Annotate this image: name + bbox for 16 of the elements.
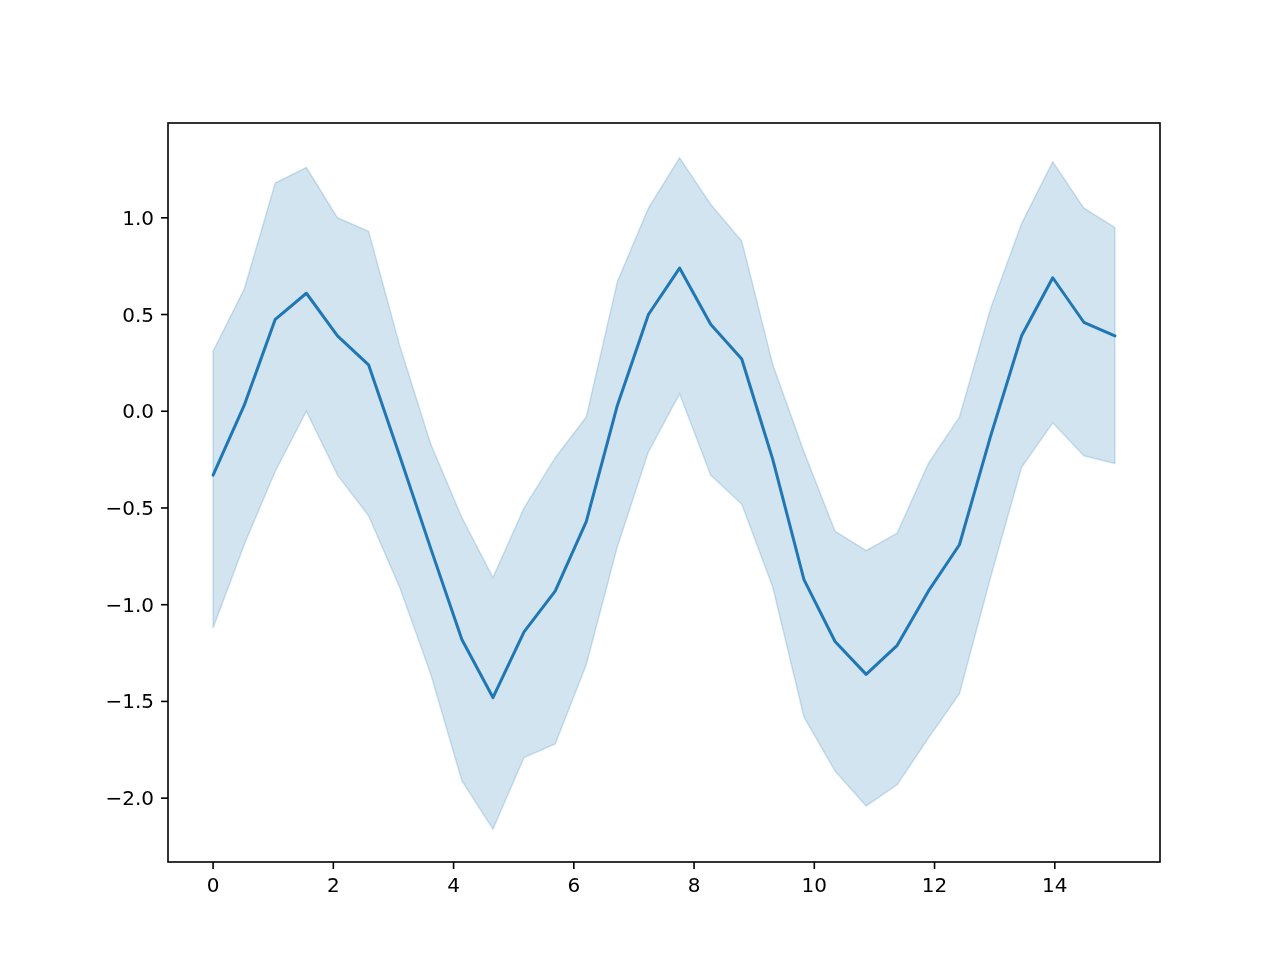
y-tick-label: −1.5	[105, 689, 154, 714]
x-tick-label: 0	[206, 873, 220, 897]
x-tick-label: 12	[921, 873, 948, 897]
x-tick-label: 6	[567, 873, 581, 897]
y-tick-label: −0.5	[105, 495, 154, 520]
y-tick-label: 0.0	[122, 399, 154, 424]
y-tick-label: −2.0	[105, 786, 154, 811]
x-tick-label: 8	[687, 873, 701, 897]
x-tick-label: 4	[447, 873, 460, 897]
x-tick-label: 10	[801, 873, 828, 897]
y-tick-label: 1.0	[122, 205, 154, 230]
x-tick-label: 14	[1042, 873, 1068, 897]
x-tick-label: 2	[326, 873, 340, 897]
y-tick-label: −1.0	[105, 592, 154, 617]
y-tick-label: 0.5	[122, 302, 154, 327]
line-series	[211, 266, 1117, 700]
